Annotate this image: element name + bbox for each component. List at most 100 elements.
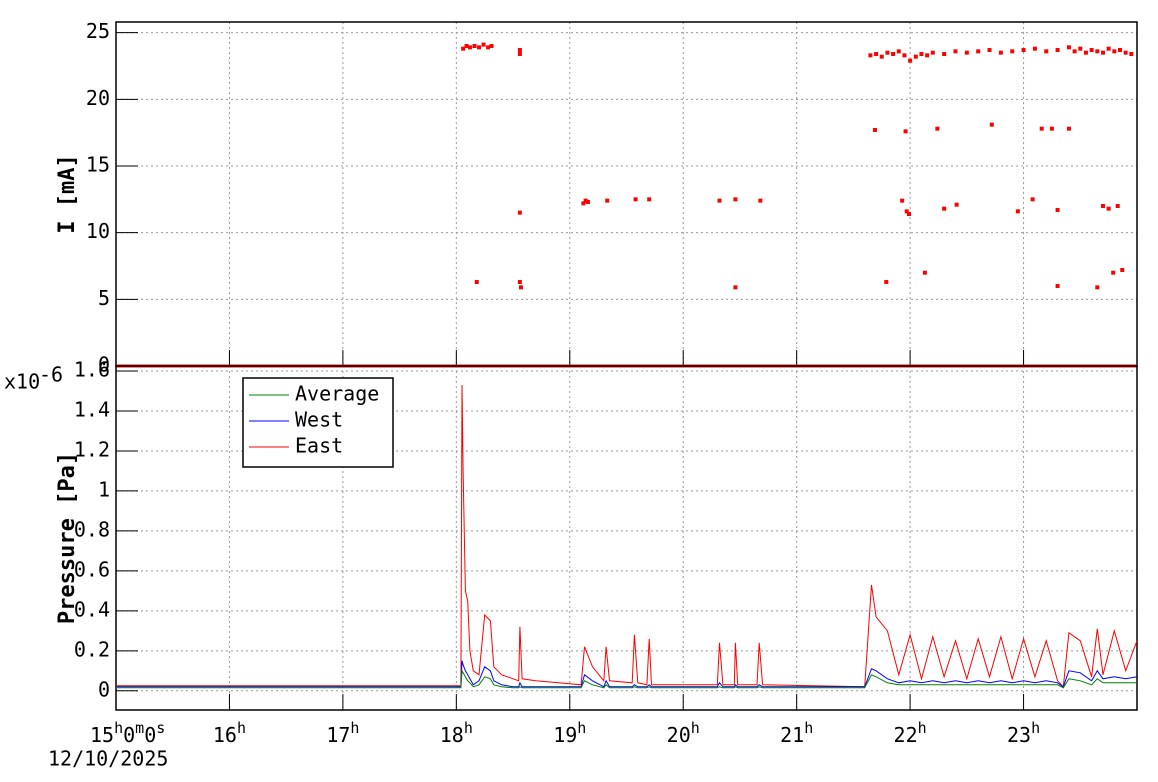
current-point bbox=[872, 128, 877, 132]
current-point bbox=[1066, 45, 1071, 50]
y-axis-title: Pressure [Pa] bbox=[55, 452, 80, 624]
current-point bbox=[919, 52, 924, 56]
current-point bbox=[1010, 49, 1015, 54]
current-point bbox=[477, 45, 482, 50]
current-point bbox=[733, 197, 738, 202]
current-point bbox=[517, 280, 522, 284]
current-point bbox=[1123, 50, 1128, 55]
plot-frame bbox=[115, 365, 1138, 711]
current-point bbox=[879, 54, 884, 59]
current-point bbox=[904, 209, 909, 214]
current-point bbox=[1083, 50, 1088, 55]
current-point bbox=[1111, 270, 1116, 275]
y-tick-label: 0.8 bbox=[74, 517, 110, 541]
current-point bbox=[925, 53, 930, 58]
current-point bbox=[913, 54, 918, 59]
current-point bbox=[900, 198, 905, 203]
current-point bbox=[1055, 284, 1060, 288]
x-tick-label: 23h bbox=[1007, 719, 1040, 747]
y-tick-label: 1.6 bbox=[74, 357, 110, 381]
y-tick-label: 1 bbox=[98, 477, 110, 501]
y-tick-label: 0 bbox=[98, 353, 110, 377]
x-tick-label: 18h bbox=[440, 719, 473, 747]
y-tick-label: 0.2 bbox=[74, 637, 110, 661]
current-point bbox=[1066, 126, 1071, 131]
current-point bbox=[1100, 204, 1105, 208]
current-point bbox=[517, 210, 522, 215]
pressure-line bbox=[116, 660, 1138, 688]
y-tick-label: 25 bbox=[86, 19, 110, 43]
current-point bbox=[1072, 49, 1077, 54]
current-point bbox=[583, 198, 588, 203]
current-point bbox=[930, 50, 935, 55]
current-point bbox=[953, 49, 958, 54]
current-point bbox=[1115, 204, 1120, 208]
x-tick-label: 20h bbox=[667, 719, 700, 747]
current-point bbox=[954, 202, 959, 207]
x-tick-label: 15h0m0s bbox=[90, 719, 165, 747]
current-point bbox=[874, 52, 879, 56]
pressure-line bbox=[116, 384, 1138, 688]
current-point bbox=[1106, 206, 1111, 211]
current-point bbox=[884, 280, 889, 284]
current-point bbox=[1049, 126, 1054, 131]
current-point bbox=[717, 198, 722, 203]
current-point bbox=[987, 48, 992, 52]
y-tick-label: 15 bbox=[86, 153, 110, 177]
current-point bbox=[1117, 48, 1122, 52]
current-point bbox=[486, 45, 491, 50]
current-point bbox=[896, 49, 901, 54]
current-point bbox=[908, 58, 913, 63]
current-point bbox=[585, 200, 590, 204]
current-point bbox=[903, 129, 908, 134]
current-point bbox=[1089, 48, 1094, 52]
current-point bbox=[1106, 46, 1111, 51]
y-tick-label: 1.4 bbox=[74, 397, 110, 421]
current-point bbox=[481, 42, 486, 47]
y-tick-label: 0 bbox=[98, 677, 110, 701]
y-tick-label: 20 bbox=[86, 86, 110, 110]
y-tick-label: 0.4 bbox=[74, 597, 110, 621]
current-point bbox=[935, 126, 940, 131]
current-point bbox=[998, 50, 1003, 55]
current-point bbox=[581, 201, 586, 206]
y-axis-title: I [mA] bbox=[55, 154, 80, 233]
current-point bbox=[1120, 268, 1125, 272]
current-point bbox=[976, 49, 981, 54]
current-point bbox=[891, 52, 896, 56]
current-point bbox=[1095, 49, 1100, 54]
legend-box bbox=[242, 377, 394, 468]
current-point bbox=[964, 50, 969, 55]
current-point bbox=[922, 270, 927, 275]
current-point bbox=[474, 280, 479, 284]
y-tick-label: 0.6 bbox=[74, 557, 110, 581]
current-point bbox=[1044, 49, 1049, 54]
x-tick-label: 17h bbox=[326, 719, 359, 747]
legend-label: Average bbox=[295, 382, 379, 406]
current-point bbox=[1021, 48, 1026, 52]
y-tick-label: 1.2 bbox=[74, 437, 110, 461]
current-point bbox=[1030, 197, 1035, 202]
current-point bbox=[989, 122, 994, 127]
current-point bbox=[1015, 209, 1020, 214]
y-tick-label: 10 bbox=[86, 219, 110, 243]
current-point bbox=[758, 198, 763, 203]
current-point bbox=[467, 45, 472, 50]
current-point bbox=[517, 48, 522, 52]
current-point bbox=[902, 53, 907, 58]
pressure-line bbox=[116, 669, 1137, 689]
current-point bbox=[633, 197, 638, 202]
x-tick-label: 22h bbox=[894, 719, 927, 747]
y-multiplier: x10 bbox=[4, 370, 40, 394]
current-point bbox=[1032, 46, 1037, 51]
current-point bbox=[518, 285, 523, 290]
y-tick-label: 5 bbox=[98, 286, 110, 310]
current-point bbox=[517, 52, 522, 56]
current-point bbox=[1100, 50, 1105, 55]
y-multiplier-exponent: -6 bbox=[39, 363, 63, 387]
current-point bbox=[942, 206, 947, 211]
current-point bbox=[464, 44, 469, 48]
current-point bbox=[1055, 48, 1060, 52]
current-point bbox=[472, 44, 477, 48]
